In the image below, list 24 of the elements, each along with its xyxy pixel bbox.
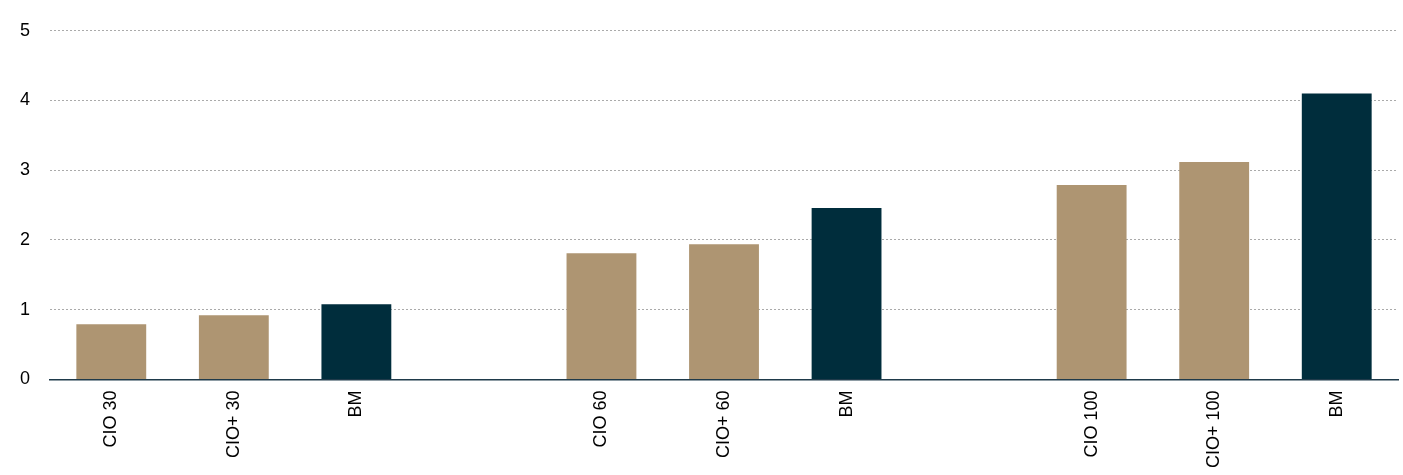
bar (1179, 161, 1250, 379)
x-tick-label: CIO+ 30 (222, 390, 243, 458)
y-tick-label: 3 (20, 159, 31, 180)
bar (566, 253, 637, 379)
bar (321, 304, 392, 379)
x-tick-label: CIO 100 (1080, 390, 1101, 458)
y-tick-label: 4 (20, 89, 31, 110)
bar (811, 207, 882, 379)
y-tick-label: 5 (20, 19, 31, 40)
bar (1301, 93, 1372, 379)
x-tick-label: BM (1325, 390, 1346, 418)
bar (689, 244, 759, 379)
x-tick-label: BM (835, 390, 856, 418)
x-tick-label: CIO+ 60 (712, 390, 733, 458)
bar (198, 315, 269, 379)
x-tick-label: CIO+ 100 (1203, 390, 1224, 468)
x-tick-label: CIO 60 (590, 390, 611, 448)
y-tick-label: 0 (20, 368, 31, 389)
bar (1056, 184, 1127, 379)
y-tick-label: 2 (20, 228, 31, 249)
y-tick-label: 1 (20, 298, 31, 319)
bar (76, 324, 147, 379)
x-tick-label: BM (345, 390, 366, 418)
x-tick-label: CIO 30 (100, 390, 121, 448)
